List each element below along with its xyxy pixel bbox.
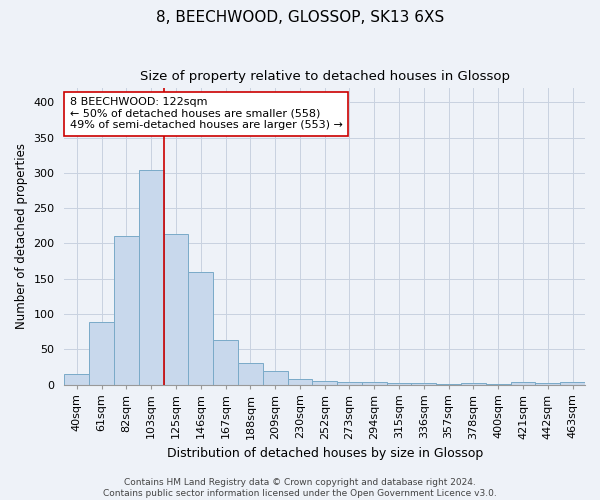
Bar bbox=[461, 383, 486, 384]
Bar bbox=[238, 364, 263, 384]
Y-axis label: Number of detached properties: Number of detached properties bbox=[15, 144, 28, 330]
Bar bbox=[114, 236, 139, 384]
Bar bbox=[560, 382, 585, 384]
Text: 8 BEECHWOOD: 122sqm
← 50% of detached houses are smaller (558)
49% of semi-detac: 8 BEECHWOOD: 122sqm ← 50% of detached ho… bbox=[70, 97, 343, 130]
Bar bbox=[287, 379, 313, 384]
Bar bbox=[386, 383, 412, 384]
Bar bbox=[362, 382, 386, 384]
Text: 8, BEECHWOOD, GLOSSOP, SK13 6XS: 8, BEECHWOOD, GLOSSOP, SK13 6XS bbox=[156, 10, 444, 25]
Text: Contains HM Land Registry data © Crown copyright and database right 2024.
Contai: Contains HM Land Registry data © Crown c… bbox=[103, 478, 497, 498]
Bar bbox=[89, 322, 114, 384]
Bar bbox=[263, 371, 287, 384]
Bar bbox=[313, 381, 337, 384]
Bar bbox=[64, 374, 89, 384]
Bar bbox=[139, 170, 164, 384]
Bar bbox=[337, 382, 362, 384]
Bar bbox=[511, 382, 535, 384]
Bar bbox=[213, 340, 238, 384]
Bar bbox=[164, 234, 188, 384]
Title: Size of property relative to detached houses in Glossop: Size of property relative to detached ho… bbox=[140, 70, 510, 83]
Bar bbox=[412, 383, 436, 384]
Bar bbox=[188, 272, 213, 384]
X-axis label: Distribution of detached houses by size in Glossop: Distribution of detached houses by size … bbox=[167, 447, 483, 460]
Bar bbox=[535, 383, 560, 384]
